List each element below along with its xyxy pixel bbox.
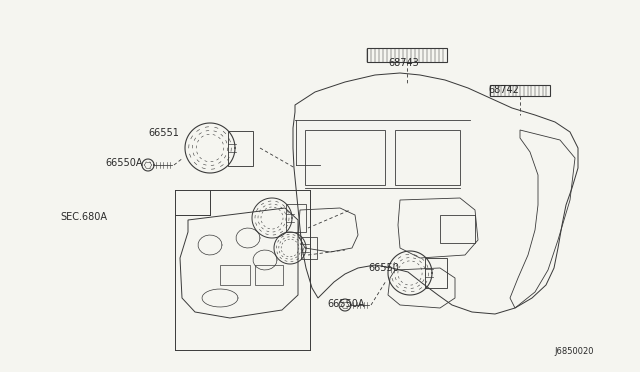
Bar <box>220 265 250 285</box>
Text: 66550: 66550 <box>368 263 399 273</box>
Text: 66551: 66551 <box>148 128 179 138</box>
Bar <box>367 48 447 62</box>
Text: SEC.680A: SEC.680A <box>60 212 107 222</box>
Text: 66550A: 66550A <box>105 158 143 168</box>
Bar <box>490 85 550 96</box>
Bar <box>255 265 283 285</box>
Bar <box>305 130 385 185</box>
Text: 68742: 68742 <box>488 85 519 95</box>
Bar <box>395 130 460 185</box>
Text: 68743: 68743 <box>388 58 419 68</box>
Text: 66550A: 66550A <box>327 299 365 309</box>
Text: J6850020: J6850020 <box>554 347 594 356</box>
Bar <box>440 215 475 243</box>
